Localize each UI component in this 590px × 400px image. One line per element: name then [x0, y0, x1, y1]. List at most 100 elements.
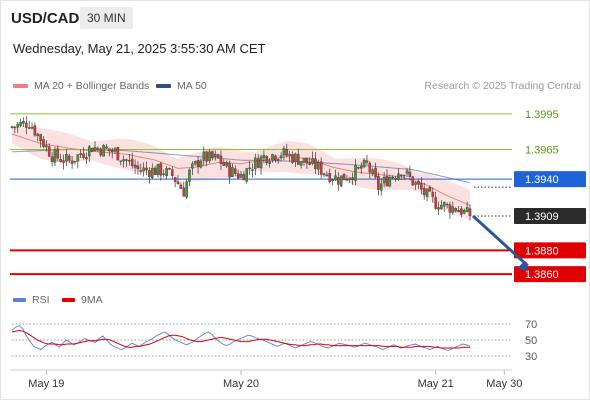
candle: [62, 160, 65, 163]
candle: [56, 148, 60, 159]
candle: [70, 160, 74, 164]
candle: [299, 161, 303, 166]
candle: [305, 157, 309, 164]
candle: [27, 127, 31, 129]
candle: [388, 177, 392, 187]
candle: [125, 159, 128, 161]
projection-arrow-shaft: [471, 214, 529, 267]
support-label: 1.3860: [525, 269, 559, 281]
candle: [337, 177, 340, 185]
candle: [425, 188, 429, 197]
candle: [259, 156, 263, 169]
x-tick-label: May 19: [28, 378, 64, 390]
candle: [47, 146, 51, 157]
candle: [191, 163, 194, 169]
candle: [231, 167, 234, 177]
candle: [10, 126, 14, 128]
rsi-swatch: [13, 298, 26, 303]
rsi-tick-label: 30: [525, 351, 537, 363]
candle: [130, 158, 134, 166]
candle: [42, 139, 45, 147]
candle: [428, 187, 432, 192]
candle: [216, 154, 220, 158]
candle: [400, 174, 403, 177]
last-tag: [514, 207, 586, 224]
candle: [228, 162, 231, 178]
candle: [405, 170, 409, 174]
candle: [110, 149, 114, 153]
candle: [199, 160, 203, 168]
candle: [285, 149, 289, 156]
candle: [417, 181, 420, 185]
candle: [102, 145, 105, 157]
candle: [462, 209, 466, 214]
candle: [397, 173, 400, 180]
candle: [113, 148, 117, 152]
candle: [262, 155, 266, 159]
candle: [142, 167, 145, 172]
legend-ma50: MA 50: [156, 80, 207, 92]
resistance-label: 1.3965: [525, 144, 559, 156]
candle: [451, 206, 455, 213]
candle: [382, 177, 386, 184]
timeframe-badge[interactable]: 30 MIN: [80, 7, 133, 29]
candle: [67, 155, 71, 161]
candle: [202, 151, 206, 161]
candle: [36, 133, 40, 136]
candle: [225, 162, 228, 167]
candle: [79, 153, 82, 155]
candle: [88, 146, 91, 157]
candle: [50, 156, 54, 162]
candle: [314, 158, 317, 170]
candle: [254, 157, 257, 169]
ma20-label: MA 20 + Bollinger Bands: [34, 80, 150, 92]
candle: [128, 160, 131, 162]
x-tick-label: May 21: [418, 378, 454, 390]
resistance-label: 1.3995: [525, 109, 559, 121]
candle: [73, 160, 77, 163]
candle: [442, 202, 446, 207]
candle: [108, 148, 111, 152]
candle: [468, 208, 472, 217]
candle: [359, 166, 363, 169]
rsi-ma-line: [11, 329, 470, 349]
candle: [16, 123, 20, 128]
candle: [119, 160, 123, 162]
candle: [19, 122, 22, 126]
candle: [368, 163, 372, 173]
ma50-label: MA 50: [177, 80, 207, 92]
candle: [13, 126, 17, 129]
candle: [193, 160, 197, 165]
candle: [222, 162, 226, 166]
candle: [159, 163, 163, 176]
candle: [457, 210, 460, 213]
candle: [25, 122, 28, 128]
candle: [22, 121, 25, 124]
timestamp: Wednesday, May 21, 2025 3:55:30 AM CET: [13, 41, 266, 56]
candle: [274, 155, 277, 161]
candle: [437, 207, 440, 210]
candle: [188, 169, 191, 182]
candle: [171, 169, 174, 176]
candle: [145, 167, 148, 171]
pivot-label: 1.3940: [525, 174, 559, 186]
candle: [465, 207, 469, 212]
candle: [271, 154, 274, 161]
candle: [93, 146, 97, 151]
candle: [288, 154, 291, 156]
ma9-swatch: [62, 298, 75, 303]
candle: [334, 175, 337, 181]
candle: [182, 187, 186, 197]
candle: [411, 176, 415, 186]
candle: [219, 155, 223, 164]
ma9-label: 9MA: [81, 294, 103, 306]
candle: [296, 153, 300, 165]
ma20-swatch: [13, 84, 28, 89]
candle: [291, 154, 294, 163]
support-tag: [514, 266, 586, 283]
candle: [345, 179, 349, 181]
candle: [162, 173, 165, 176]
candle: [105, 146, 108, 149]
x-tick-label: May 30: [486, 378, 522, 390]
